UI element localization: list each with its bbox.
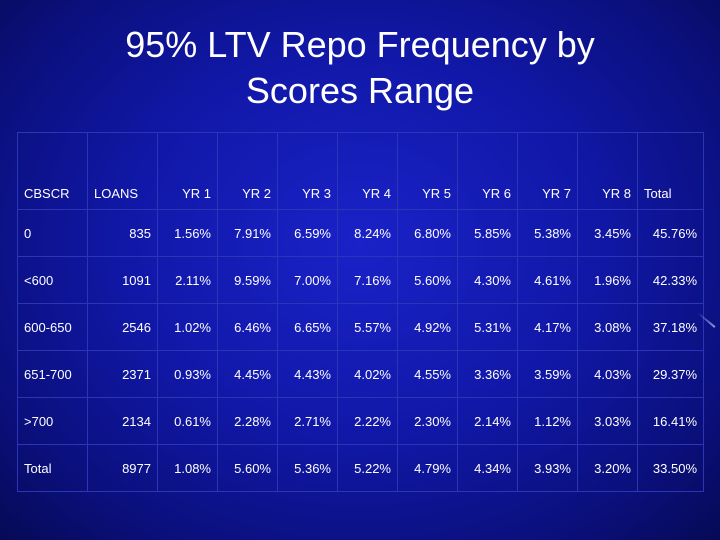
- cell-yr4: 5.57%: [337, 303, 398, 351]
- table-header-row: CBSCR LOANS YR 1 YR 2 YR 3 YR 4 YR 5 YR …: [17, 132, 704, 210]
- cell-yr3: 2.71%: [277, 397, 338, 445]
- cell-yr3: 4.43%: [277, 350, 338, 398]
- cell-yr7: 5.38%: [517, 209, 578, 257]
- cell-yr8: 3.03%: [577, 397, 638, 445]
- table-row: Total 8977 1.08% 5.60% 5.36% 5.22% 4.79%…: [17, 444, 704, 492]
- cell-loans: 2371: [87, 350, 158, 398]
- header-yr5: YR 5: [397, 132, 458, 210]
- cell-yr6: 2.14%: [457, 397, 518, 445]
- cell-cbscr: 0: [17, 209, 88, 257]
- cell-yr8: 4.03%: [577, 350, 638, 398]
- table-row: >700 2134 0.61% 2.28% 2.71% 2.22% 2.30% …: [17, 397, 704, 445]
- cell-yr2: 4.45%: [217, 350, 278, 398]
- cell-loans: 2546: [87, 303, 158, 351]
- header-cbscr: CBSCR: [17, 132, 88, 210]
- header-total: Total: [637, 132, 704, 210]
- cell-yr3: 7.00%: [277, 256, 338, 304]
- cell-yr5: 4.55%: [397, 350, 458, 398]
- table-row: <600 1091 2.11% 9.59% 7.00% 7.16% 5.60% …: [17, 256, 704, 304]
- cell-yr7: 4.17%: [517, 303, 578, 351]
- cell-yr5: 4.92%: [397, 303, 458, 351]
- cell-yr1: 1.02%: [157, 303, 218, 351]
- cell-yr2: 7.91%: [217, 209, 278, 257]
- cell-yr1: 1.08%: [157, 444, 218, 492]
- cell-yr3: 5.36%: [277, 444, 338, 492]
- header-yr3: YR 3: [277, 132, 338, 210]
- cell-cbscr: Total: [17, 444, 88, 492]
- header-yr1: YR 1: [157, 132, 218, 210]
- cell-yr4: 2.22%: [337, 397, 398, 445]
- cell-total: 45.76%: [637, 209, 704, 257]
- cell-yr3: 6.59%: [277, 209, 338, 257]
- cell-yr2: 6.46%: [217, 303, 278, 351]
- cell-yr7: 3.93%: [517, 444, 578, 492]
- cell-yr6: 3.36%: [457, 350, 518, 398]
- repo-frequency-table: CBSCR LOANS YR 1 YR 2 YR 3 YR 4 YR 5 YR …: [17, 132, 704, 492]
- cell-loans: 2134: [87, 397, 158, 445]
- cell-yr5: 4.79%: [397, 444, 458, 492]
- cell-total: 42.33%: [637, 256, 704, 304]
- cell-yr1: 0.61%: [157, 397, 218, 445]
- cell-yr4: 4.02%: [337, 350, 398, 398]
- cell-yr4: 8.24%: [337, 209, 398, 257]
- cell-yr8: 1.96%: [577, 256, 638, 304]
- table-row: 0 835 1.56% 7.91% 6.59% 8.24% 6.80% 5.85…: [17, 209, 704, 257]
- cell-loans: 8977: [87, 444, 158, 492]
- slide-title: 95% LTV Repo Frequency by Scores Range: [0, 22, 720, 114]
- cell-yr1: 0.93%: [157, 350, 218, 398]
- cell-total: 16.41%: [637, 397, 704, 445]
- cell-yr8: 3.20%: [577, 444, 638, 492]
- header-yr2: YR 2: [217, 132, 278, 210]
- table-row: 651-700 2371 0.93% 4.45% 4.43% 4.02% 4.5…: [17, 350, 704, 398]
- slide-title-line-2: Scores Range: [245, 70, 475, 111]
- cell-loans: 835: [87, 209, 158, 257]
- cell-yr5: 5.60%: [397, 256, 458, 304]
- cell-yr6: 5.85%: [457, 209, 518, 257]
- header-loans: LOANS: [87, 132, 158, 210]
- cell-yr7: 3.59%: [517, 350, 578, 398]
- table-row: 600-650 2546 1.02% 6.46% 6.65% 5.57% 4.9…: [17, 303, 704, 351]
- slide-title-line-1: 95% LTV Repo Frequency by: [125, 24, 595, 65]
- cell-yr4: 5.22%: [337, 444, 398, 492]
- cell-yr6: 4.30%: [457, 256, 518, 304]
- cell-yr4: 7.16%: [337, 256, 398, 304]
- cell-yr1: 2.11%: [157, 256, 218, 304]
- header-yr4: YR 4: [337, 132, 398, 210]
- cell-yr5: 2.30%: [397, 397, 458, 445]
- cell-yr5: 6.80%: [397, 209, 458, 257]
- cell-loans: 1091: [87, 256, 158, 304]
- cell-yr2: 5.60%: [217, 444, 278, 492]
- cell-total: 33.50%: [637, 444, 704, 492]
- cell-yr7: 4.61%: [517, 256, 578, 304]
- header-yr6: YR 6: [457, 132, 518, 210]
- cell-yr6: 4.34%: [457, 444, 518, 492]
- cell-yr6: 5.31%: [457, 303, 518, 351]
- cell-cbscr: 600-650: [17, 303, 88, 351]
- cell-cbscr: <600: [17, 256, 88, 304]
- cell-yr3: 6.65%: [277, 303, 338, 351]
- cell-yr8: 3.08%: [577, 303, 638, 351]
- cell-yr2: 2.28%: [217, 397, 278, 445]
- header-yr7: YR 7: [517, 132, 578, 210]
- cell-total: 29.37%: [637, 350, 704, 398]
- cell-yr2: 9.59%: [217, 256, 278, 304]
- cell-yr7: 1.12%: [517, 397, 578, 445]
- cell-yr8: 3.45%: [577, 209, 638, 257]
- header-yr8: YR 8: [577, 132, 638, 210]
- cell-total: 37.18%: [637, 303, 704, 351]
- cell-yr1: 1.56%: [157, 209, 218, 257]
- cell-cbscr: >700: [17, 397, 88, 445]
- cell-cbscr: 651-700: [17, 350, 88, 398]
